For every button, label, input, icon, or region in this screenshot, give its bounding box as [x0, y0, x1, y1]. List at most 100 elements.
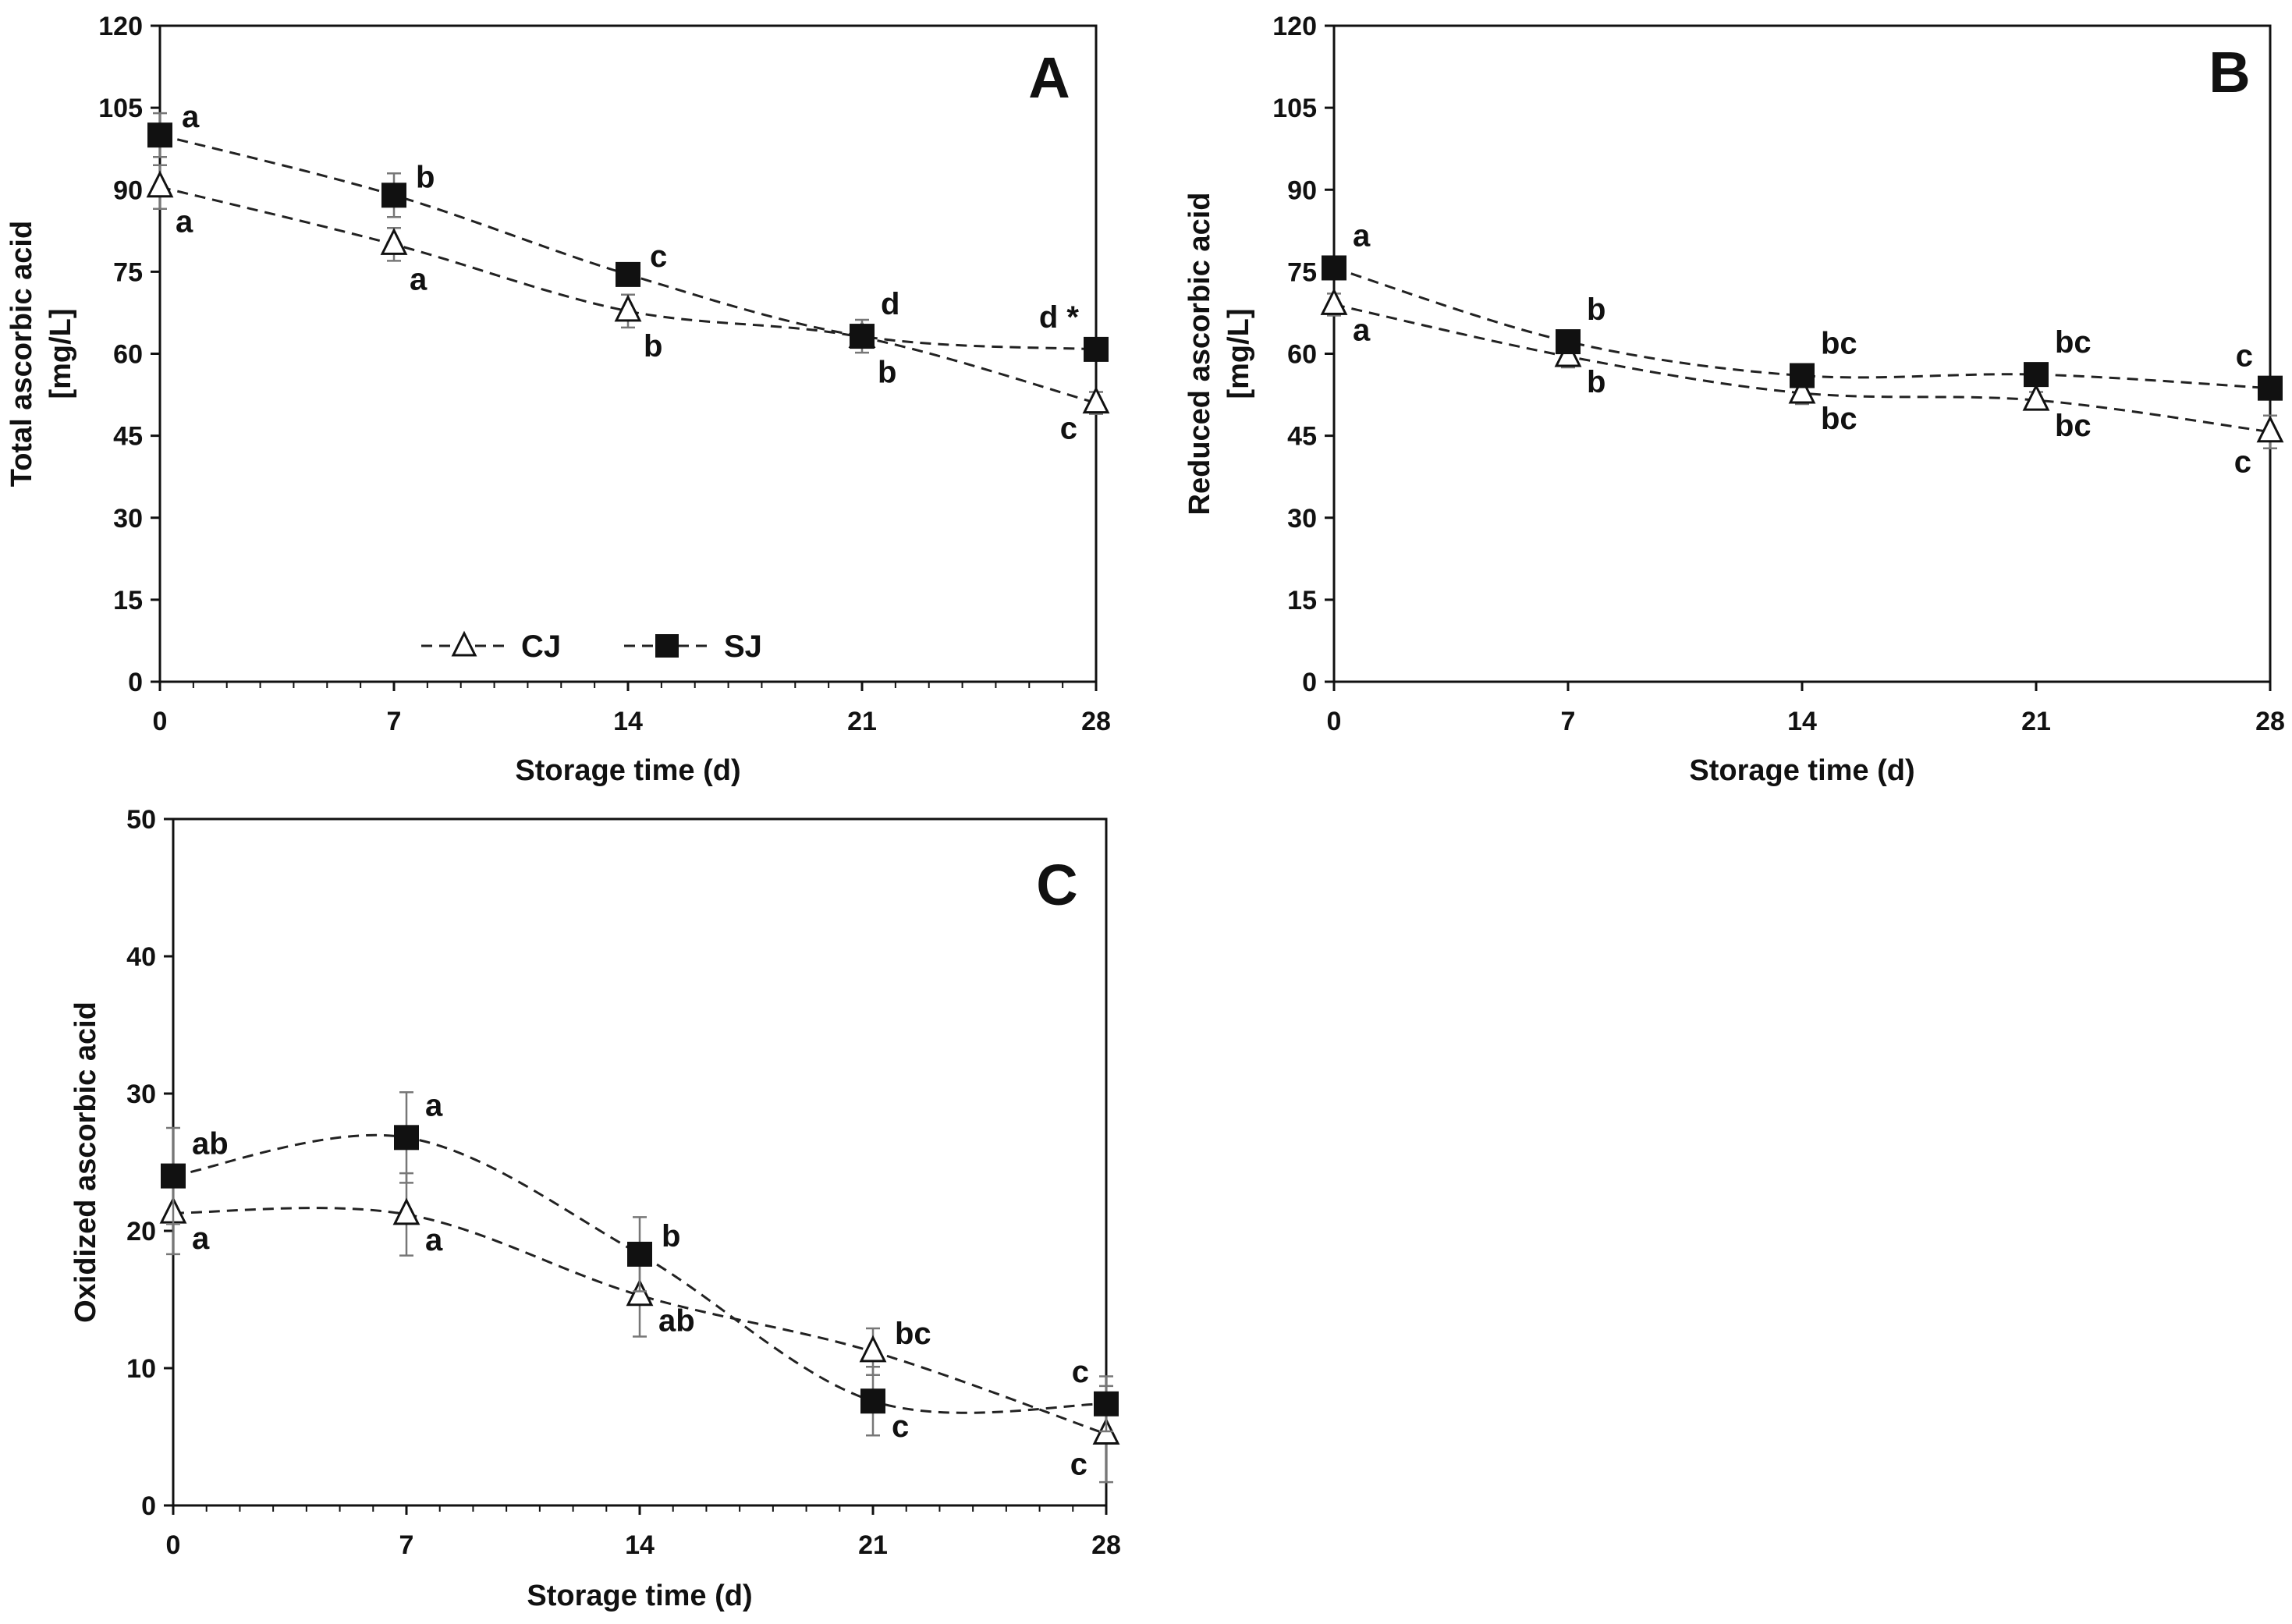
- panel-letter: B: [2209, 40, 2250, 105]
- significance-label-cj: a: [1353, 313, 1371, 347]
- plot-frame: [158, 24, 1098, 683]
- series-line-sj: [1333, 267, 2271, 390]
- y-tick-label: 40: [126, 942, 156, 972]
- significance-label-cj: bc: [1821, 402, 1857, 436]
- data-point-sj: [394, 1125, 419, 1151]
- y-tick-label: 15: [113, 586, 143, 615]
- significance-label-cj: ab: [658, 1304, 695, 1339]
- significance-label-sj: b: [1587, 293, 1605, 327]
- significance-label-cj: b: [644, 329, 662, 363]
- significance-label-cj: c: [1060, 412, 1077, 446]
- x-tick-label: 0: [1327, 707, 1342, 736]
- y-tick-label: 50: [126, 805, 156, 835]
- data-point-sj: [1322, 255, 1346, 281]
- data-point-sj: [850, 324, 875, 349]
- x-tick-label: 7: [399, 1530, 414, 1560]
- y-tick-label: 105: [1272, 94, 1317, 123]
- y-axis-title: Reduced ascorbic acid: [1183, 193, 1216, 516]
- significance-label-cj: a: [176, 205, 193, 239]
- significance-label-sj: a: [1353, 218, 1371, 253]
- x-tick-label: 14: [613, 707, 643, 736]
- x-tick-label: 21: [2021, 707, 2051, 736]
- plot-frame: [1332, 24, 2272, 683]
- data-point-cj: [614, 294, 642, 322]
- x-axis-title: Storage time (d): [527, 1580, 752, 1612]
- data-point-sj: [627, 1241, 652, 1267]
- x-tick-label: 0: [166, 1530, 181, 1560]
- data-point-sj: [1084, 336, 1109, 362]
- y-tick-label: 60: [1287, 340, 1317, 370]
- data-point-sj: [161, 1163, 186, 1189]
- panel-b-reduced-ascorbic-acid: 0 15 30 45 60 75 90 105 120 0 7 14 21 28 Storage time …: [1183, 12, 2285, 787]
- legend-marker-cj: [451, 630, 477, 657]
- significance-label-cj: c: [2234, 445, 2251, 480]
- y-tick-label: 120: [1272, 12, 1317, 41]
- x-tick-label: 28: [1091, 1530, 1121, 1560]
- legend-marker-sj: [655, 634, 679, 658]
- data-point-sj: [2258, 375, 2283, 401]
- data-point-sj: [1556, 329, 1581, 355]
- series-line-cj: [172, 1207, 1107, 1435]
- data-point-cj: [2022, 383, 2050, 411]
- data-point-cj: [1320, 288, 1348, 315]
- significance-label-sj: bc: [2055, 325, 2092, 360]
- data-point-sj: [147, 122, 172, 148]
- significance-label-sj: b: [416, 160, 435, 194]
- y-axis-title: Total ascorbic acid: [5, 221, 38, 487]
- data-point-cj: [626, 1278, 654, 1307]
- data-point-sj: [616, 261, 640, 287]
- x-tick-label: 7: [1561, 707, 1576, 736]
- x-tick-label: 28: [1081, 707, 1111, 736]
- panel-letter: C: [1036, 853, 1077, 917]
- panel-c-oxidized-ascorbic-acid: 0 10 20 30 40 50 0 7 14 21 28 Storage time (d) Oxidi…: [69, 805, 1121, 1612]
- y-tick-label: 15: [1287, 586, 1317, 615]
- y-axis-unit: [mg/L]: [1222, 308, 1255, 399]
- x-tick-label: 14: [625, 1530, 655, 1560]
- data-point-sj: [1094, 1391, 1119, 1417]
- y-tick-label: 30: [1287, 504, 1317, 534]
- significance-label-cj: b: [878, 355, 896, 389]
- legend-label-sj: SJ: [724, 629, 762, 664]
- data-point-cj: [2256, 415, 2284, 443]
- x-axis-title: Storage time (d): [515, 754, 740, 787]
- significance-label-sj: d *: [1039, 300, 1080, 335]
- significance-label-sj: c: [892, 1409, 909, 1444]
- y-tick-label: 0: [128, 668, 143, 697]
- y-tick-label: 60: [113, 340, 143, 370]
- data-point-cj: [392, 1197, 420, 1225]
- data-point-cj: [859, 1335, 887, 1363]
- data-point-cj: [1082, 386, 1110, 414]
- y-tick-label: 120: [98, 12, 143, 41]
- panel-letter: A: [1028, 45, 1070, 110]
- x-tick-label: 28: [2255, 707, 2285, 736]
- significance-label-cj: bc: [895, 1317, 931, 1351]
- y-axis-title: Oxidized ascorbic acid: [69, 1002, 102, 1323]
- data-point-sj: [381, 183, 406, 208]
- y-tick-label: 90: [1287, 176, 1317, 205]
- y-tick-label: 105: [98, 94, 143, 123]
- y-tick-label: 90: [113, 176, 143, 205]
- significance-label-sj: a: [182, 100, 200, 134]
- significance-label-sj: a: [425, 1088, 443, 1122]
- data-point-sj: [2024, 362, 2049, 388]
- y-tick-label: 0: [141, 1491, 156, 1521]
- y-tick-label: 30: [126, 1080, 156, 1109]
- x-tick-label: 0: [153, 707, 168, 736]
- y-tick-label: 0: [1302, 668, 1317, 697]
- y-tick-label: 45: [113, 422, 143, 452]
- x-tick-label: 21: [847, 707, 877, 736]
- data-point-cj: [146, 170, 174, 198]
- x-tick-label: 7: [387, 707, 402, 736]
- significance-label-cj: b: [1587, 365, 1605, 399]
- significance-label-cj: a: [410, 262, 428, 296]
- data-point-sj: [860, 1388, 885, 1414]
- data-point-cj: [380, 227, 408, 255]
- plot-frame: [172, 817, 1108, 1507]
- data-point-sj: [1790, 363, 1815, 388]
- significance-label-cj: bc: [2055, 409, 2092, 443]
- y-tick-label: 75: [1287, 257, 1317, 287]
- x-tick-label: 21: [858, 1530, 888, 1560]
- y-tick-label: 20: [126, 1217, 156, 1246]
- x-axis-title: Storage time (d): [1689, 754, 1914, 787]
